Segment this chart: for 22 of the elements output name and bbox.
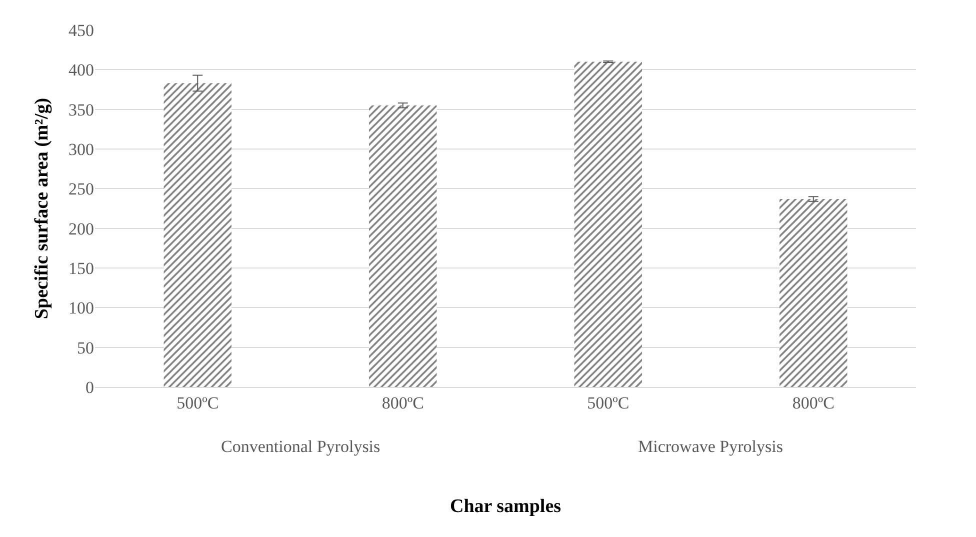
y-tick-label: 200 bbox=[68, 219, 94, 238]
y-tick-label: 450 bbox=[68, 20, 94, 40]
y-axis-title: Specific surface area (m²/g) bbox=[31, 98, 52, 320]
y-tick-label: 250 bbox=[68, 180, 94, 199]
text: Conventional Pyrolysis bbox=[221, 437, 380, 456]
y-tick-label: 300 bbox=[68, 140, 94, 159]
bar bbox=[164, 83, 232, 387]
x-tick-label: 800ºC bbox=[792, 393, 834, 412]
x-tick-label: 500ºC bbox=[587, 393, 630, 412]
y-tick-label: 350 bbox=[68, 100, 94, 120]
bar bbox=[369, 105, 437, 387]
bar bbox=[780, 198, 848, 387]
text: Microwave Pyrolysis bbox=[638, 437, 783, 456]
y-tick-label: 150 bbox=[68, 258, 94, 278]
x-axis-title: Char samples bbox=[450, 496, 562, 517]
y-tick-label: 400 bbox=[68, 60, 94, 80]
y-tick-label: 50 bbox=[77, 338, 94, 358]
y-tick-label: 100 bbox=[68, 298, 94, 318]
x-tick-label: 500ºC bbox=[176, 393, 219, 412]
x-tick-label: 800ºC bbox=[382, 393, 424, 412]
bar bbox=[574, 62, 642, 387]
y-tick-label: 0 bbox=[86, 378, 94, 397]
